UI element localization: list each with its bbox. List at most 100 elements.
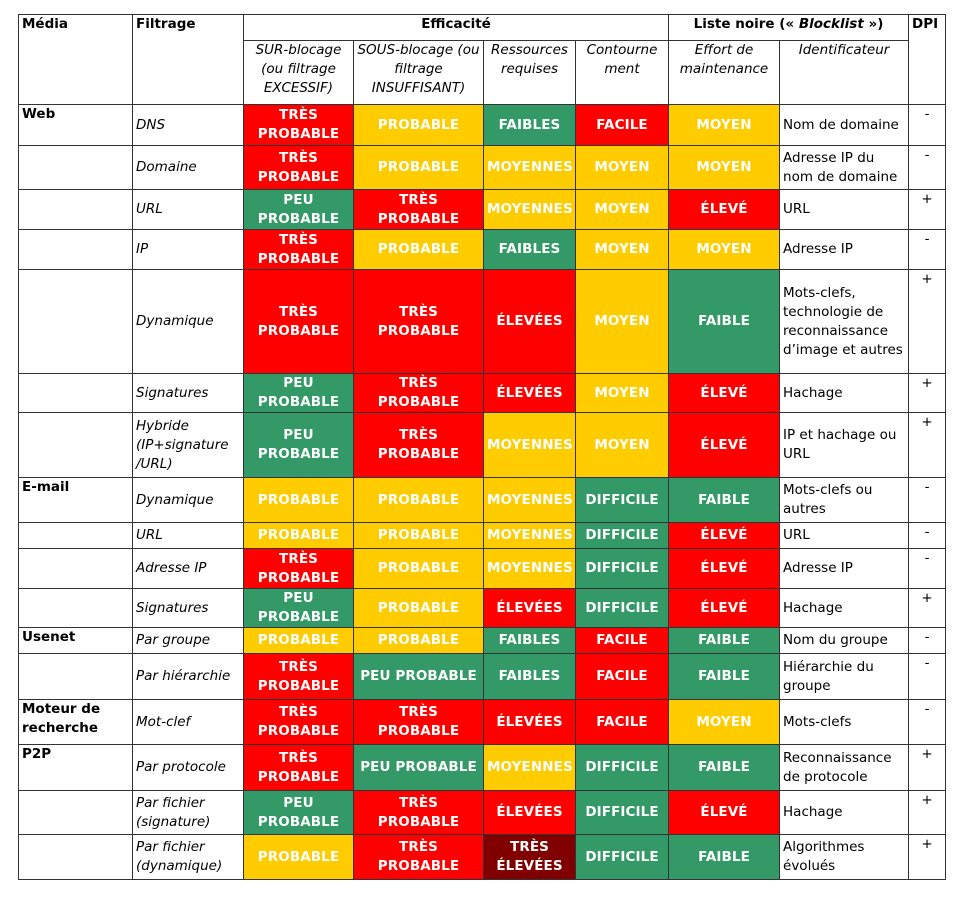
contournement-rating-cell: MOYEN — [574, 145, 670, 190]
media-cell — [18, 548, 133, 589]
ressources-rating-cell: ÉLEVÉES — [483, 588, 576, 628]
media-cell — [18, 790, 133, 835]
sous-rating-cell: PROBABLE — [353, 548, 484, 589]
media-cell — [18, 373, 133, 413]
filtering-comparison-table: Média Filtrage Efficacité Liste noire («… — [18, 14, 947, 880]
sur-rating-cell: PEU PROBABLE — [243, 189, 354, 230]
effort-rating-cell: FAIBLE — [668, 269, 781, 374]
ressources-rating-cell: TRÈS ÉLEVÉES — [483, 834, 576, 880]
table-row: Hybride (IP+signature /URL) PEU PROBABLE T… — [18, 412, 947, 478]
media-cell — [18, 145, 133, 190]
filtrage-cell: Par hiérarchie — [132, 653, 244, 700]
identificateur-cell: Reconnaissance de protocole — [779, 744, 910, 791]
sous-rating-cell: PROBABLE — [353, 145, 484, 190]
table-row: Signatures PEU PROBABLE TRÈS PROBABLE ÉLEVÉ… — [18, 373, 947, 413]
table-row: Usenet Par groupe PROBABLE PROBABLE FAIBLES F… — [18, 627, 947, 654]
media-cell — [18, 269, 133, 374]
dpi-cell: + — [908, 373, 947, 413]
effort-rating-cell: FAIBLE — [668, 653, 781, 700]
contournement-rating-cell: DIFFICILE — [574, 588, 670, 628]
sur-rating-cell: PROBABLE — [243, 477, 354, 523]
contournement-rating-cell: FACILE — [574, 653, 670, 700]
filtrage-cell: URL — [132, 522, 244, 549]
table-row: Moteur de recherche Mot-clef TRÈS PROBABLE… — [18, 699, 947, 745]
sur-rating-cell: PROBABLE — [243, 627, 354, 654]
filtrage-cell: Hybride (IP+signature /URL) — [132, 412, 244, 478]
dpi-cell: - — [908, 145, 947, 190]
media-cell: P2P — [18, 744, 133, 791]
sous-rating-cell: TRÈS PROBABLE — [353, 189, 484, 230]
table-row: URL PROBABLE PROBABLE MOYENNES DIFFICILE ÉLEV… — [18, 522, 947, 549]
ressources-rating-cell: MOYENNES — [483, 145, 576, 190]
header-identificateur: Identificateur — [779, 40, 910, 105]
dpi-cell: + — [908, 189, 947, 230]
dpi-cell: + — [908, 834, 947, 880]
media-cell: Usenet — [18, 627, 133, 654]
effort-rating-cell: ÉLEVÉ — [668, 373, 781, 413]
media-cell — [18, 588, 133, 628]
contournement-rating-cell: DIFFICILE — [574, 477, 670, 523]
sur-rating-cell: TRÈS PROBABLE — [243, 699, 354, 745]
table-row: Par fichier (signature) PEU PROBABLE TRÈS … — [18, 790, 947, 835]
contournement-rating-cell: FACILE — [574, 627, 670, 654]
effort-rating-cell: ÉLEVÉ — [668, 790, 781, 835]
header-dpi: DPI — [908, 14, 947, 105]
ressources-rating-cell: MOYENNES — [483, 548, 576, 589]
identificateur-cell: Adresse IP — [779, 548, 910, 589]
contournement-rating-cell: FACILE — [574, 699, 670, 745]
table-row: Dynamique TRÈS PROBABLE TRÈS PROBABLE ÉLEVÉ… — [18, 269, 947, 374]
ressources-rating-cell: ÉLEVÉES — [483, 269, 576, 374]
filtrage-cell: Domaine — [132, 145, 244, 190]
identificateur-cell: IP et hachage ou URL — [779, 412, 910, 478]
ressources-rating-cell: FAIBLES — [483, 104, 576, 146]
contournement-rating-cell: FACILE — [574, 104, 670, 146]
ressources-rating-cell: MOYENNES — [483, 522, 576, 549]
table-header: Média Filtrage Efficacité Liste noire («… — [18, 14, 947, 105]
identificateur-cell: Nom du groupe — [779, 627, 910, 654]
ressources-rating-cell: FAIBLES — [483, 653, 576, 700]
header-filtrage: Filtrage — [132, 14, 244, 105]
identificateur-cell: URL — [779, 189, 910, 230]
identificateur-cell: Hachage — [779, 790, 910, 835]
media-cell: E-mail — [18, 477, 133, 523]
dpi-cell: + — [908, 790, 947, 835]
sous-rating-cell: TRÈS PROBABLE — [353, 699, 484, 745]
media-cell: Moteur de recherche — [18, 699, 133, 745]
filtrage-cell: Signatures — [132, 373, 244, 413]
filtrage-cell: IP — [132, 229, 244, 270]
ressources-rating-cell: ÉLEVÉES — [483, 699, 576, 745]
sous-rating-cell: PROBABLE — [353, 104, 484, 146]
table-row: Domaine TRÈS PROBABLE PROBABLE MOYENNES MOYE… — [18, 145, 947, 190]
effort-rating-cell: ÉLEVÉ — [668, 522, 781, 549]
filtrage-cell: DNS — [132, 104, 244, 146]
contournement-rating-cell: MOYEN — [574, 373, 670, 413]
effort-rating-cell: MOYEN — [668, 229, 781, 270]
filtrage-cell: Mot-clef — [132, 699, 244, 745]
media-cell — [18, 189, 133, 230]
contournement-rating-cell: DIFFICILE — [574, 548, 670, 589]
media-cell — [18, 412, 133, 478]
identificateur-cell: Hiérarchie du groupe — [779, 653, 910, 700]
effort-rating-cell: ÉLEVÉ — [668, 189, 781, 230]
effort-rating-cell: FAIBLE — [668, 477, 781, 523]
identificateur-cell: Algorithmes évolués — [779, 834, 910, 880]
effort-rating-cell: MOYEN — [668, 145, 781, 190]
contournement-rating-cell: MOYEN — [574, 189, 670, 230]
table-row: Web DNS TRÈS PROBABLE PROBABLE FAIBLES FACILE… — [18, 104, 947, 146]
identificateur-cell: Mots-clefs — [779, 699, 910, 745]
dpi-cell: + — [908, 269, 947, 374]
contournement-rating-cell: DIFFICILE — [574, 834, 670, 880]
ressources-rating-cell: MOYENNES — [483, 744, 576, 791]
dpi-cell: - — [908, 699, 947, 745]
filtrage-cell: Adresse IP — [132, 548, 244, 589]
sous-rating-cell: TRÈS PROBABLE — [353, 790, 484, 835]
filtrage-cell: Dynamique — [132, 477, 244, 523]
dpi-cell: - — [908, 104, 947, 146]
sous-rating-cell: TRÈS PROBABLE — [353, 373, 484, 413]
identificateur-cell: Hachage — [779, 588, 910, 628]
table-row: Par fichier (dynamique) PROBABLE TRÈS PROB… — [18, 834, 947, 880]
ressources-rating-cell: FAIBLES — [483, 229, 576, 270]
filtrage-cell: Par fichier (signature) — [132, 790, 244, 835]
media-cell: Web — [18, 104, 133, 146]
sous-rating-cell: PROBABLE — [353, 627, 484, 654]
